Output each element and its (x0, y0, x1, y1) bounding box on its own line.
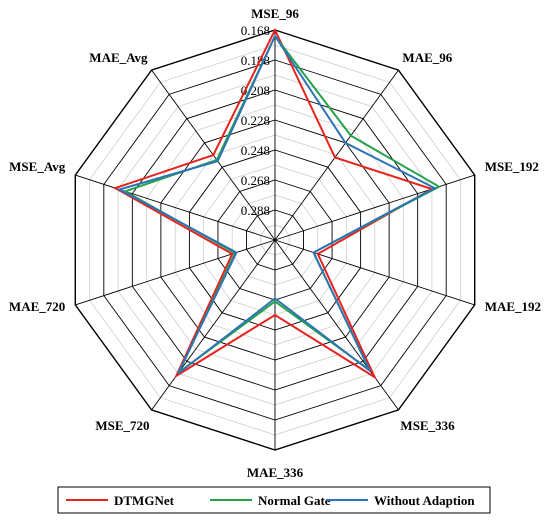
series-lines (112, 27, 442, 380)
series-line-without-adaption (116, 33, 437, 375)
legend-box (57, 486, 491, 514)
grid-spoke (274, 174, 475, 241)
series-line-normal-gate (122, 34, 442, 374)
grid-spoke (274, 239, 399, 411)
radial-tick-label: 0.268 (241, 173, 270, 188)
radial-tick-label: 0.228 (241, 113, 270, 128)
axis-label-mse-96: MSE_96 (251, 6, 299, 21)
grid-spoke (274, 69, 399, 241)
axis-labels: MSE_96 MAE_96 MSE_192 MAE_192 MSE_336 MAE_336… (9, 6, 541, 480)
axis-label-mae-avg: MAE_Avg (89, 50, 148, 65)
radar-grid (74, 29, 476, 451)
legend-label-dtmgnet: DTMGNet (114, 493, 175, 508)
grid-spoke (151, 239, 276, 411)
axis-label-mse-192: MSE_192 (485, 159, 539, 174)
radial-tick-label: 0.168 (241, 23, 270, 38)
axis-label-mse-720: MSE_720 (95, 418, 149, 433)
legend: DTMGNet Normal Gate Without Adaption (57, 486, 491, 514)
grid-spoke (274, 239, 475, 306)
radial-tick-label: 0.248 (241, 143, 270, 158)
legend-label-without-adaption: Without Adaption (374, 493, 475, 508)
axis-label-mae-96: MAE_96 (402, 50, 452, 65)
axis-label-mse-avg: MSE_Avg (9, 159, 66, 174)
grid-spoke (75, 174, 276, 241)
axis-label-mae-336: MAE_336 (247, 465, 304, 480)
axis-label-mse-336: MSE_336 (400, 418, 455, 433)
grid-spoke (75, 239, 276, 306)
legend-label-normal-gate: Normal Gate (258, 493, 331, 508)
radial-tick-label: 0.288 (241, 203, 270, 218)
axis-label-mae-192: MAE_192 (485, 299, 541, 314)
series-line-dtmgnet (112, 27, 435, 380)
axis-label-mae-720: MAE_720 (9, 299, 65, 314)
